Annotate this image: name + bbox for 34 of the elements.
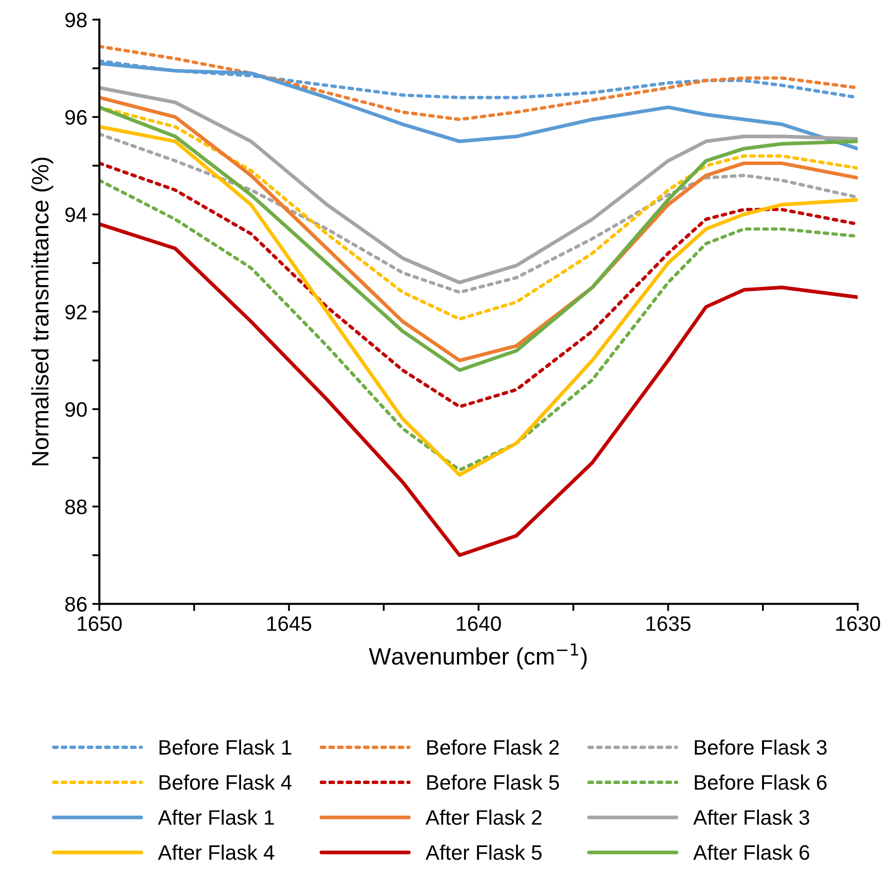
- x-axis-title: Wavenumber (cm$^{−1}$): [368, 643, 587, 670]
- legend-label: After Flask 6: [693, 844, 810, 860]
- y-tick-label: 90: [65, 402, 87, 417]
- line-series: [99, 222, 858, 557]
- y-tick-label: 94: [65, 207, 87, 222]
- x-tick-label: 1650: [78, 616, 122, 631]
- legend-label: Before Flask 4: [160, 774, 292, 790]
- line-series: [99, 86, 858, 284]
- x-tick-label: 1635: [646, 616, 690, 631]
- x-tick-label: 1640: [456, 616, 501, 631]
- line-series: [99, 132, 858, 294]
- legend-label: After Flask 5: [426, 844, 542, 860]
- y-tick-label: 88: [65, 500, 87, 514]
- y-axis-title: Normalised transmittance (%): [31, 158, 54, 466]
- y-tick-label: 98: [65, 12, 87, 28]
- y-tick-label: 96: [65, 110, 87, 125]
- y-tick-label: 86: [65, 596, 87, 612]
- y-tick-label: 92: [65, 304, 86, 320]
- line-series: [99, 44, 858, 122]
- line-series: [99, 162, 858, 408]
- line-series: [99, 178, 858, 472]
- legend-label: After Flask 1: [158, 810, 274, 825]
- x-tick-label: 1645: [267, 616, 312, 631]
- legend-label: After Flask 4: [158, 844, 274, 860]
- x-tick-label: 1630: [836, 616, 880, 631]
- line-series: [99, 124, 858, 477]
- legend-label: After Flask 3: [693, 810, 810, 825]
- line-series: [99, 106, 858, 321]
- legend-label: Before Flask 2: [427, 739, 559, 755]
- legend-label: Before Flask 6: [694, 774, 827, 790]
- legend-label: After Flask 2: [426, 810, 542, 825]
- legend-label: Before Flask 5: [427, 774, 559, 790]
- legend-label: Before Flask 1: [160, 739, 292, 755]
- legend-label: Before Flask 3: [694, 739, 827, 755]
